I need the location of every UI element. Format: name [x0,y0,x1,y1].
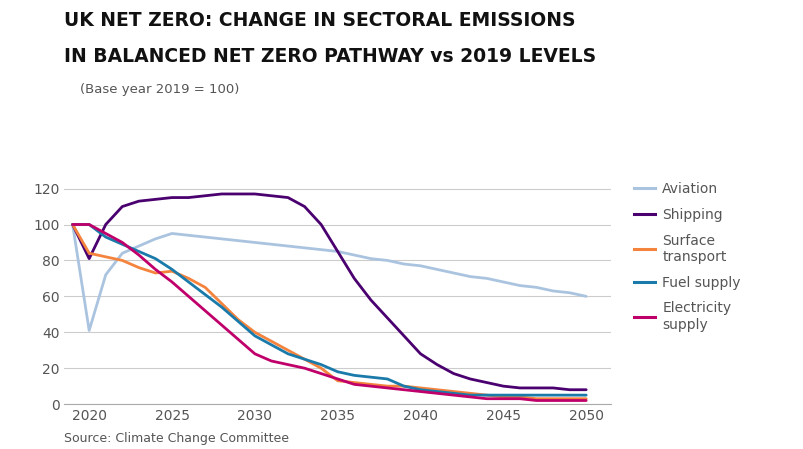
Text: IN BALANCED NET ZERO PATHWAY vs 2019 LEVELS: IN BALANCED NET ZERO PATHWAY vs 2019 LEV… [64,47,596,66]
Text: Source: Climate Change Committee: Source: Climate Change Committee [64,431,289,445]
Text: (Base year 2019 = 100): (Base year 2019 = 100) [80,83,239,96]
Legend: Aviation, Shipping, Surface
transport, Fuel supply, Electricity
supply: Aviation, Shipping, Surface transport, F… [634,182,740,332]
Text: UK NET ZERO: CHANGE IN SECTORAL EMISSIONS: UK NET ZERO: CHANGE IN SECTORAL EMISSION… [64,11,575,30]
